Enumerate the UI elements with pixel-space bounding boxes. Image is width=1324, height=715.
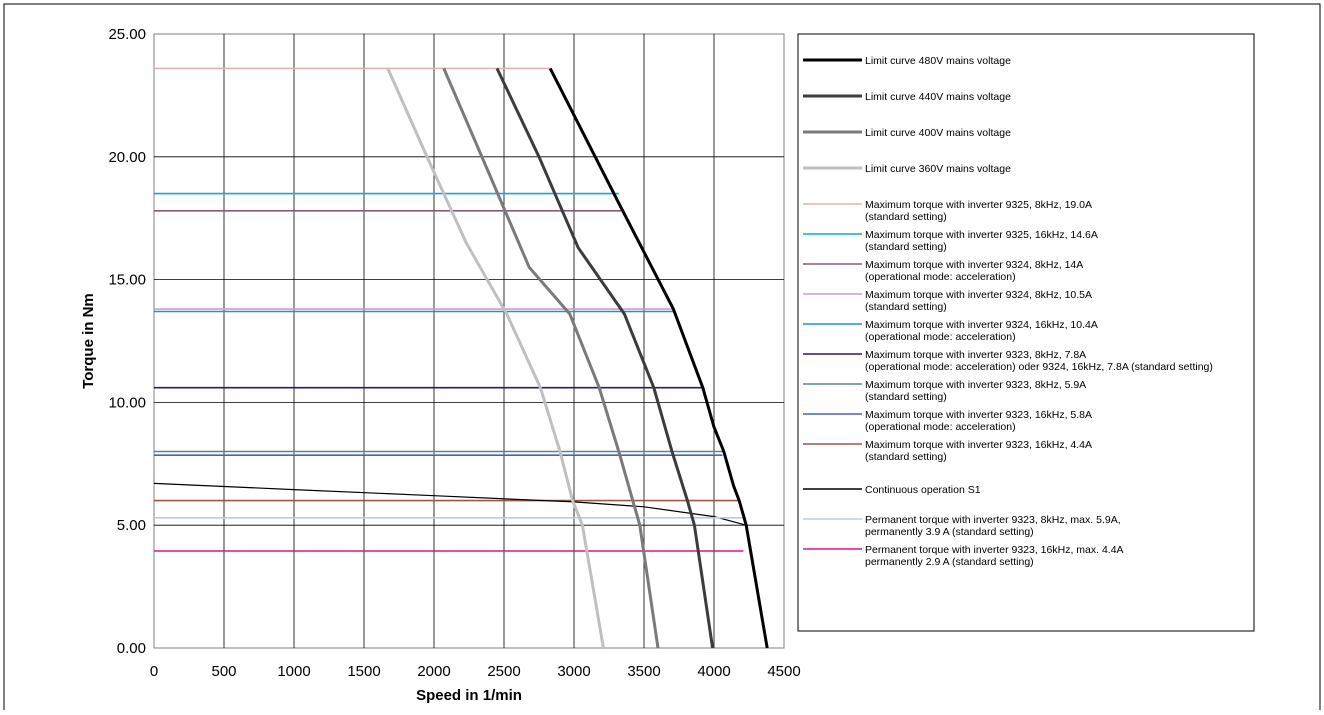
series-line [442, 67, 660, 649]
legend-label: Maximum torque with inverter 9324, 16kHz… [865, 319, 1098, 331]
x-tick-label: 3000 [557, 663, 590, 680]
y-tick-label: 10.00 [108, 394, 146, 411]
legend-label: (standard setting) [865, 391, 947, 403]
axis-ticks: 0 500 1000 1500 2000 2500 3000 3500 4000 4500 0.00… [108, 26, 800, 680]
legend-label: Permanent torque with inverter 9323, 16k… [865, 544, 1124, 556]
x-tick-label: 500 [211, 663, 236, 680]
legend-entry: Limit curve 400V mains voltage [803, 127, 1011, 139]
x-tick-label: 2500 [487, 663, 520, 680]
plot-area [153, 33, 785, 649]
y-tick-label: 25.00 [108, 26, 146, 43]
legend-box [797, 33, 1255, 632]
legend-label: (standard setting) [865, 451, 947, 463]
legend: Limit curve 480V mains voltage Limit curv… [803, 55, 1213, 568]
legend-label: Permanent torque with inverter 9323, 8kH… [865, 514, 1121, 526]
x-tick-label: 1000 [277, 663, 310, 680]
series-line [495, 67, 715, 649]
x-tick-label: 2000 [417, 663, 450, 680]
legend-entry: Maximum torque with inverter 9325, 16kHz… [803, 229, 1098, 253]
legend-label: Maximum torque with inverter 9323, 16kHz… [865, 409, 1092, 421]
grid-lines [154, 34, 784, 648]
legend-label: (operational mode: acceleration) oder 93… [865, 361, 1213, 373]
x-tick-label: 1500 [347, 663, 380, 680]
x-tick-label: 3500 [627, 663, 660, 680]
legend-entry: Limit curve 480V mains voltage [803, 55, 1011, 67]
legend-label: Maximum torque with inverter 9323, 8kHz,… [865, 349, 1086, 361]
legend-entry: Maximum torque with inverter 9323, 8kHz,… [803, 349, 1213, 373]
series-line [548, 67, 769, 649]
legend-label: Limit curve 360V mains voltage [865, 163, 1011, 175]
legend-label: (operational mode: acceleration) [865, 271, 1016, 283]
legend-label: (standard setting) [865, 211, 947, 223]
x-tick-label: 0 [150, 663, 158, 680]
legend-entry: Maximum torque with inverter 9323, 8kHz,… [803, 379, 1086, 403]
legend-label: Maximum torque with inverter 9325, 8kHz,… [865, 199, 1092, 211]
y-tick-label: 0.00 [117, 640, 146, 657]
x-tick-label: 4000 [697, 663, 730, 680]
y-tick-label: 15.00 [108, 272, 146, 289]
y-tick-label: 20.00 [108, 149, 146, 166]
legend-entry: Limit curve 440V mains voltage [803, 91, 1011, 103]
x-tick-label: 4500 [767, 663, 800, 680]
legend-label: Continuous operation S1 [865, 484, 981, 496]
legend-entry: Continuous operation S1 [803, 484, 981, 496]
legend-entry: Limit curve 360V mains voltage [803, 163, 1011, 175]
legend-label: permanently 3.9 A (standard setting) [865, 526, 1034, 538]
legend-entry: Maximum torque with inverter 9324, 8kHz,… [803, 289, 1092, 313]
legend-label: (operational mode: acceleration) [865, 421, 1016, 433]
legend-label: Maximum torque with inverter 9323, 16kHz… [865, 439, 1092, 451]
legend-label: permanently 2.9 A (standard setting) [865, 556, 1034, 568]
legend-entry: Maximum torque with inverter 9323, 16kHz… [803, 439, 1092, 463]
legend-label: Maximum torque with inverter 9323, 8kHz,… [865, 379, 1086, 391]
legend-label: (operational mode: acceleration) [865, 331, 1016, 343]
legend-label: (standard setting) [865, 301, 947, 313]
legend-label: (standard setting) [865, 241, 947, 253]
legend-entry: Permanent torque with inverter 9323, 8kH… [803, 514, 1121, 538]
y-tick-label: 5.00 [117, 517, 146, 534]
legend-label: Limit curve 480V mains voltage [865, 55, 1011, 67]
legend-label: Maximum torque with inverter 9324, 8kHz,… [865, 259, 1083, 271]
series-line [386, 67, 605, 649]
legend-label: Maximum torque with inverter 9324, 8kHz,… [865, 289, 1092, 301]
legend-entry: Permanent torque with inverter 9323, 16k… [803, 544, 1124, 568]
legend-label: Limit curve 440V mains voltage [865, 91, 1011, 103]
series-layer [153, 67, 769, 649]
legend-entry: Maximum torque with inverter 9325, 8kHz,… [803, 199, 1092, 223]
y-axis-title: Torque in Nm [80, 293, 97, 389]
legend-entry: Maximum torque with inverter 9324, 8kHz,… [803, 259, 1083, 283]
legend-entry: Maximum torque with inverter 9324, 16kHz… [803, 319, 1098, 343]
legend-entry: Maximum torque with inverter 9323, 16kHz… [803, 409, 1092, 433]
legend-label: Maximum torque with inverter 9325, 16kHz… [865, 229, 1098, 241]
legend-label: Limit curve 400V mains voltage [865, 127, 1011, 139]
x-axis-title: Speed in 1/min [416, 687, 522, 704]
